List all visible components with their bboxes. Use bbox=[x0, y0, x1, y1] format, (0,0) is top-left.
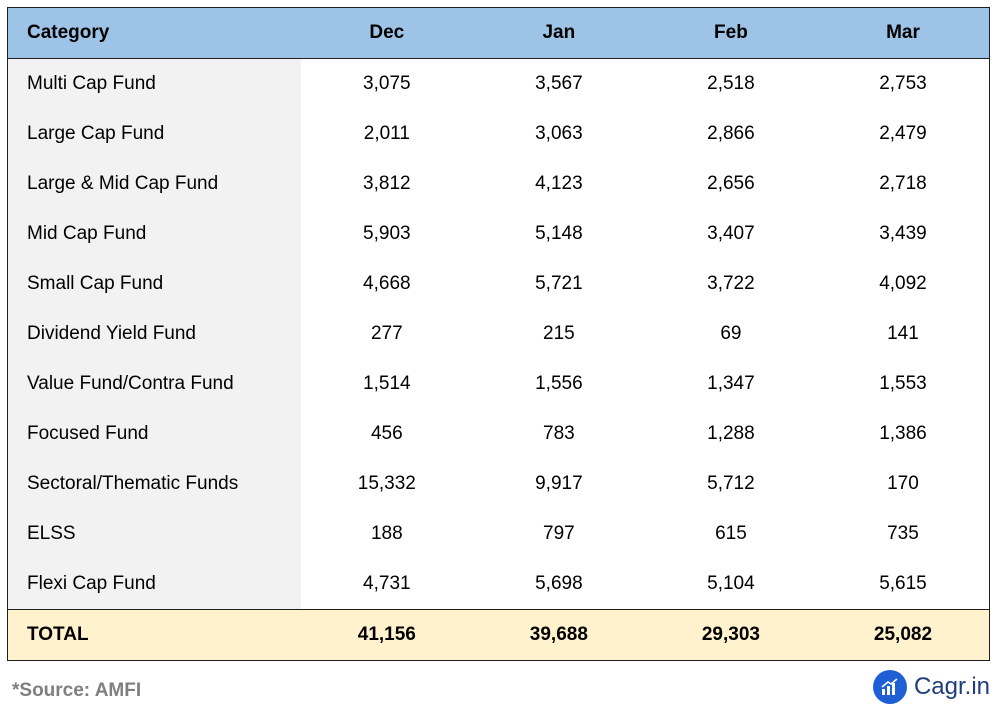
brand-name: Cagr.in bbox=[913, 673, 990, 700]
row-category: Large Cap Fund bbox=[6, 109, 301, 159]
total-cell: 41,156 bbox=[300, 609, 473, 661]
total-cell: 39,688 bbox=[472, 609, 645, 661]
value-cell: 4,731 bbox=[363, 573, 411, 594]
row-category: Dividend Yield Fund bbox=[6, 309, 301, 359]
value-cell: 1,553 bbox=[816, 359, 990, 409]
value-cell: 277 bbox=[370, 323, 403, 344]
row-category: ELSS bbox=[6, 509, 301, 559]
source-note: *Source: AMFI bbox=[12, 680, 142, 701]
header-cell: Dec bbox=[300, 7, 473, 59]
value-cell: 5,615 bbox=[816, 559, 990, 610]
value-cell: 5,148 bbox=[535, 223, 583, 244]
table-row: Large Cap Fund 2,011 3,063 2,866 2,479 bbox=[6, 109, 990, 159]
row-category: Small Cap Fund bbox=[6, 259, 301, 309]
value-cell: 3,407 bbox=[707, 223, 755, 244]
value-cell: 1,386 bbox=[816, 409, 990, 459]
value-cell: 9,917 bbox=[535, 473, 583, 494]
table-row: Large & Mid Cap Fund 3,812 4,123 2,656 2,718 bbox=[6, 159, 990, 209]
value-cell: 3,812 bbox=[363, 173, 411, 194]
value-cell: 783 bbox=[543, 423, 575, 444]
value-cell: 2,011 bbox=[363, 123, 410, 144]
value-cell: 1,514 bbox=[363, 373, 411, 394]
row-category: Sectoral/Thematic Funds bbox=[6, 459, 301, 509]
value-cell: 5,712 bbox=[707, 473, 755, 494]
header-cell: Jan bbox=[472, 7, 645, 59]
value-cell: 4,092 bbox=[816, 259, 990, 309]
row-category: Large & Mid Cap Fund bbox=[6, 159, 301, 209]
table-row: Mid Cap Fund 5,903 5,148 3,407 3,439 bbox=[6, 209, 990, 259]
value-cell: 2,866 bbox=[707, 123, 755, 144]
value-cell: 69 bbox=[720, 323, 742, 344]
total-cell: 29,303 bbox=[644, 609, 817, 661]
table-row: Focused Fund 456 783 1,288 1,386 bbox=[6, 409, 990, 459]
value-cell: 215 bbox=[543, 323, 575, 344]
value-cell: 3,567 bbox=[535, 73, 583, 94]
row-category: Focused Fund bbox=[6, 409, 301, 459]
header-cell: Category bbox=[6, 7, 301, 59]
row-category: Flexi Cap Fund bbox=[6, 559, 301, 610]
value-cell: 2,479 bbox=[816, 109, 990, 159]
value-cell: 4,123 bbox=[535, 173, 583, 194]
data-table: Category Dec Jan Feb Mar Multi Cap Fund 3… bbox=[6, 7, 990, 661]
value-cell: 5,721 bbox=[535, 273, 583, 294]
table-row: Multi Cap Fund 3,075 3,567 2,518 2,753 bbox=[6, 58, 990, 109]
value-cell: 3,722 bbox=[707, 273, 755, 294]
value-cell: 456 bbox=[370, 423, 403, 444]
value-cell: 797 bbox=[543, 523, 575, 544]
value-cell: 2,753 bbox=[816, 58, 990, 109]
value-cell: 2,656 bbox=[707, 173, 755, 194]
value-cell: 141 bbox=[816, 309, 990, 359]
total-cell: 25,082 bbox=[816, 609, 990, 661]
table-row: Value Fund/Contra Fund 1,514 1,556 1,347 1,5… bbox=[6, 359, 990, 409]
value-cell: 5,903 bbox=[363, 223, 411, 244]
value-cell: 4,668 bbox=[363, 273, 411, 294]
bar-chart-logo-icon bbox=[872, 670, 907, 704]
value-cell: 1,288 bbox=[707, 423, 755, 444]
table-row: ELSS 188 797 615 735 bbox=[6, 509, 990, 559]
table-row: Sectoral/Thematic Funds 15,332 9,917 5,712 1… bbox=[6, 459, 990, 509]
value-cell: 5,698 bbox=[535, 573, 583, 594]
table-row: Dividend Yield Fund 277 215 69 141 bbox=[6, 309, 990, 359]
value-cell: 15,332 bbox=[357, 473, 416, 494]
value-cell: 1,556 bbox=[535, 373, 583, 394]
value-cell: 188 bbox=[370, 523, 403, 544]
header-row: Category Dec Jan Feb Mar bbox=[6, 7, 990, 59]
value-cell: 2,718 bbox=[816, 159, 990, 209]
header-cell: Feb bbox=[644, 7, 817, 59]
table-body: Multi Cap Fund 3,075 3,567 2,518 2,753 Large … bbox=[6, 58, 990, 610]
value-cell: 3,439 bbox=[816, 209, 990, 259]
header-cell: Mar bbox=[816, 7, 990, 59]
value-cell: 1,347 bbox=[707, 373, 755, 394]
table-row: Small Cap Fund 4,668 5,721 3,722 4,092 bbox=[6, 259, 990, 309]
brand-logo[interactable]: Cagr.in bbox=[872, 670, 990, 704]
value-cell: 735 bbox=[816, 509, 990, 559]
value-cell: 615 bbox=[715, 523, 747, 544]
value-cell: 2,518 bbox=[707, 73, 755, 94]
row-category: Multi Cap Fund bbox=[6, 58, 301, 109]
value-cell: 3,063 bbox=[535, 123, 583, 144]
row-category: Value Fund/Contra Fund bbox=[6, 359, 301, 409]
row-category: Mid Cap Fund bbox=[6, 209, 301, 259]
table-row: Flexi Cap Fund 4,731 5,698 5,104 5,615 bbox=[6, 559, 990, 610]
value-cell: 3,075 bbox=[363, 73, 411, 94]
total-label: TOTAL bbox=[6, 609, 301, 661]
value-cell: 170 bbox=[816, 459, 990, 509]
total-row: TOTAL 41,156 39,688 29,303 25,082 bbox=[6, 609, 990, 661]
value-cell: 5,104 bbox=[707, 573, 755, 594]
